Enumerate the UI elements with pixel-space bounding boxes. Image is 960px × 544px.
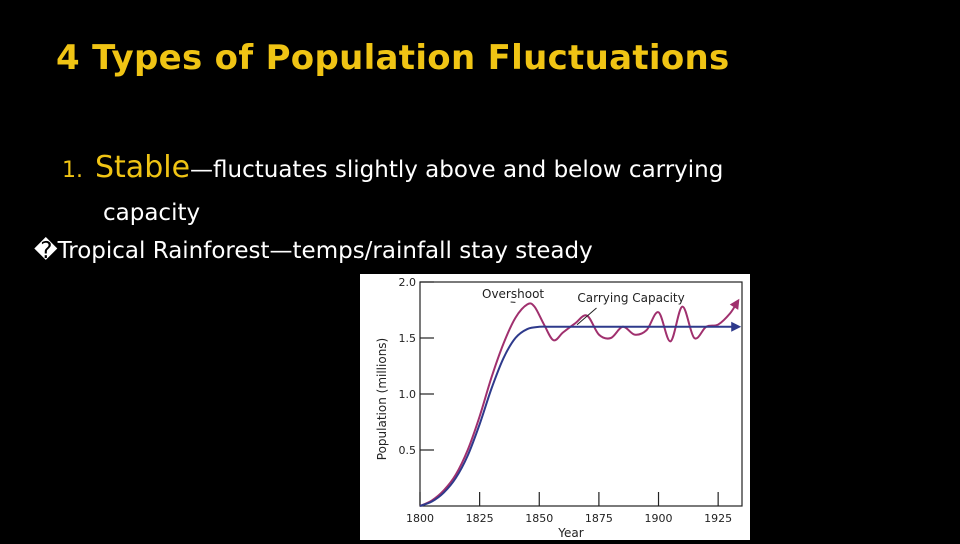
x-tick-label: 1925 xyxy=(704,512,732,525)
x-axis-label: Year xyxy=(557,526,583,540)
annotation-overshoot: Overshoot xyxy=(482,287,544,301)
item-keyword: Stable xyxy=(95,150,190,185)
x-tick-label: 1800 xyxy=(406,512,434,525)
slide-title: 4 Types of Population Fluctuations xyxy=(56,38,730,78)
item-text: —fluctuates slightly above and below car… xyxy=(190,157,723,183)
item-text-continued: capacity xyxy=(103,200,200,226)
annotation-carrying-capacity-leader xyxy=(577,308,596,325)
y-tick-label: 0.5 xyxy=(399,444,417,457)
x-tick-label: 1875 xyxy=(585,512,613,525)
y-tick-label: 1.5 xyxy=(399,332,417,345)
chart-svg: 0.5 1.0 1.5 2.0 1800 1825 1850 1875 1900 1925 Year… xyxy=(360,274,750,540)
population-chart: 0.5 1.0 1.5 2.0 1800 1825 1850 1875 1900 1925 Year… xyxy=(360,274,750,540)
bullet-item-1: 1. Stable—fluctuates slightly above and b… xyxy=(62,150,723,185)
title-bar: 4 Types of Population Fluctuations xyxy=(0,0,960,112)
x-tick-label: 1900 xyxy=(645,512,673,525)
sub-bullet: �Tropical Rainforest—temps/rainfall stay… xyxy=(34,238,593,264)
y-tick-label: 1.0 xyxy=(399,388,417,401)
population-line xyxy=(420,302,737,506)
x-tick-label: 1825 xyxy=(466,512,494,525)
plot-frame xyxy=(420,282,742,506)
item-number: 1. xyxy=(62,158,83,183)
y-tick-label: 2.0 xyxy=(399,276,417,289)
x-tick-label: 1850 xyxy=(525,512,553,525)
carrying-capacity-line-arrowhead xyxy=(731,322,741,332)
annotation-carrying-capacity: Carrying Capacity xyxy=(577,291,684,305)
y-axis-label: Population (millions) xyxy=(375,338,389,460)
sub-bullet-text: Tropical Rainforest—temps/rainfall stay … xyxy=(58,238,593,264)
carrying-capacity-line xyxy=(420,327,737,506)
sub-bullet-glyph: � xyxy=(34,238,58,264)
